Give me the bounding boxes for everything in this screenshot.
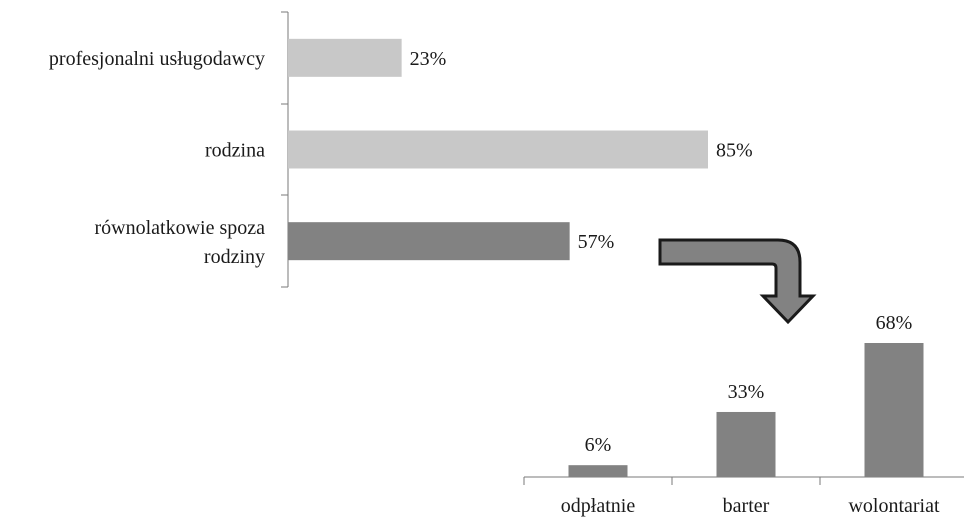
h-value-label: 23%	[410, 48, 447, 70]
h-bars	[288, 38, 708, 261]
h-category-label: równolatkowie spoza	[94, 217, 265, 239]
v-bars	[568, 343, 924, 477]
vertical-bar-chart: 6% 33% 68% odpłatnie barter wolontariat	[523, 312, 964, 517]
arrow-icon	[658, 238, 817, 325]
horizontal-bar-chart: 23% 85% 57% profesjonalni usługodawcy rodzi…	[49, 11, 753, 288]
h-category-label: profesjonalni usługodawcy	[49, 48, 265, 70]
v-category-label: wolontariat	[848, 495, 940, 517]
v-value-labels: 6% 33% 68%	[585, 312, 913, 456]
h-bar	[288, 130, 708, 169]
v-category-labels: odpłatnie barter wolontariat	[561, 495, 940, 517]
h-category-label: rodzina	[205, 140, 265, 162]
h-bar	[288, 222, 570, 261]
v-bar	[716, 411, 776, 477]
v-value-label: 68%	[876, 312, 913, 334]
v-bar	[568, 465, 628, 477]
h-value-label: 85%	[716, 140, 753, 162]
v-value-label: 33%	[728, 381, 765, 403]
v-bar	[864, 343, 924, 477]
v-category-label: barter	[723, 495, 770, 517]
h-value-label: 57%	[578, 231, 615, 253]
h-value-labels: 23% 85% 57%	[410, 48, 753, 253]
v-value-label: 6%	[585, 434, 612, 456]
h-category-labels: profesjonalni usługodawcy rodzina równolat…	[49, 48, 265, 268]
v-category-label: odpłatnie	[561, 495, 636, 517]
h-bar	[288, 38, 402, 77]
h-category-label: rodziny	[204, 246, 265, 268]
